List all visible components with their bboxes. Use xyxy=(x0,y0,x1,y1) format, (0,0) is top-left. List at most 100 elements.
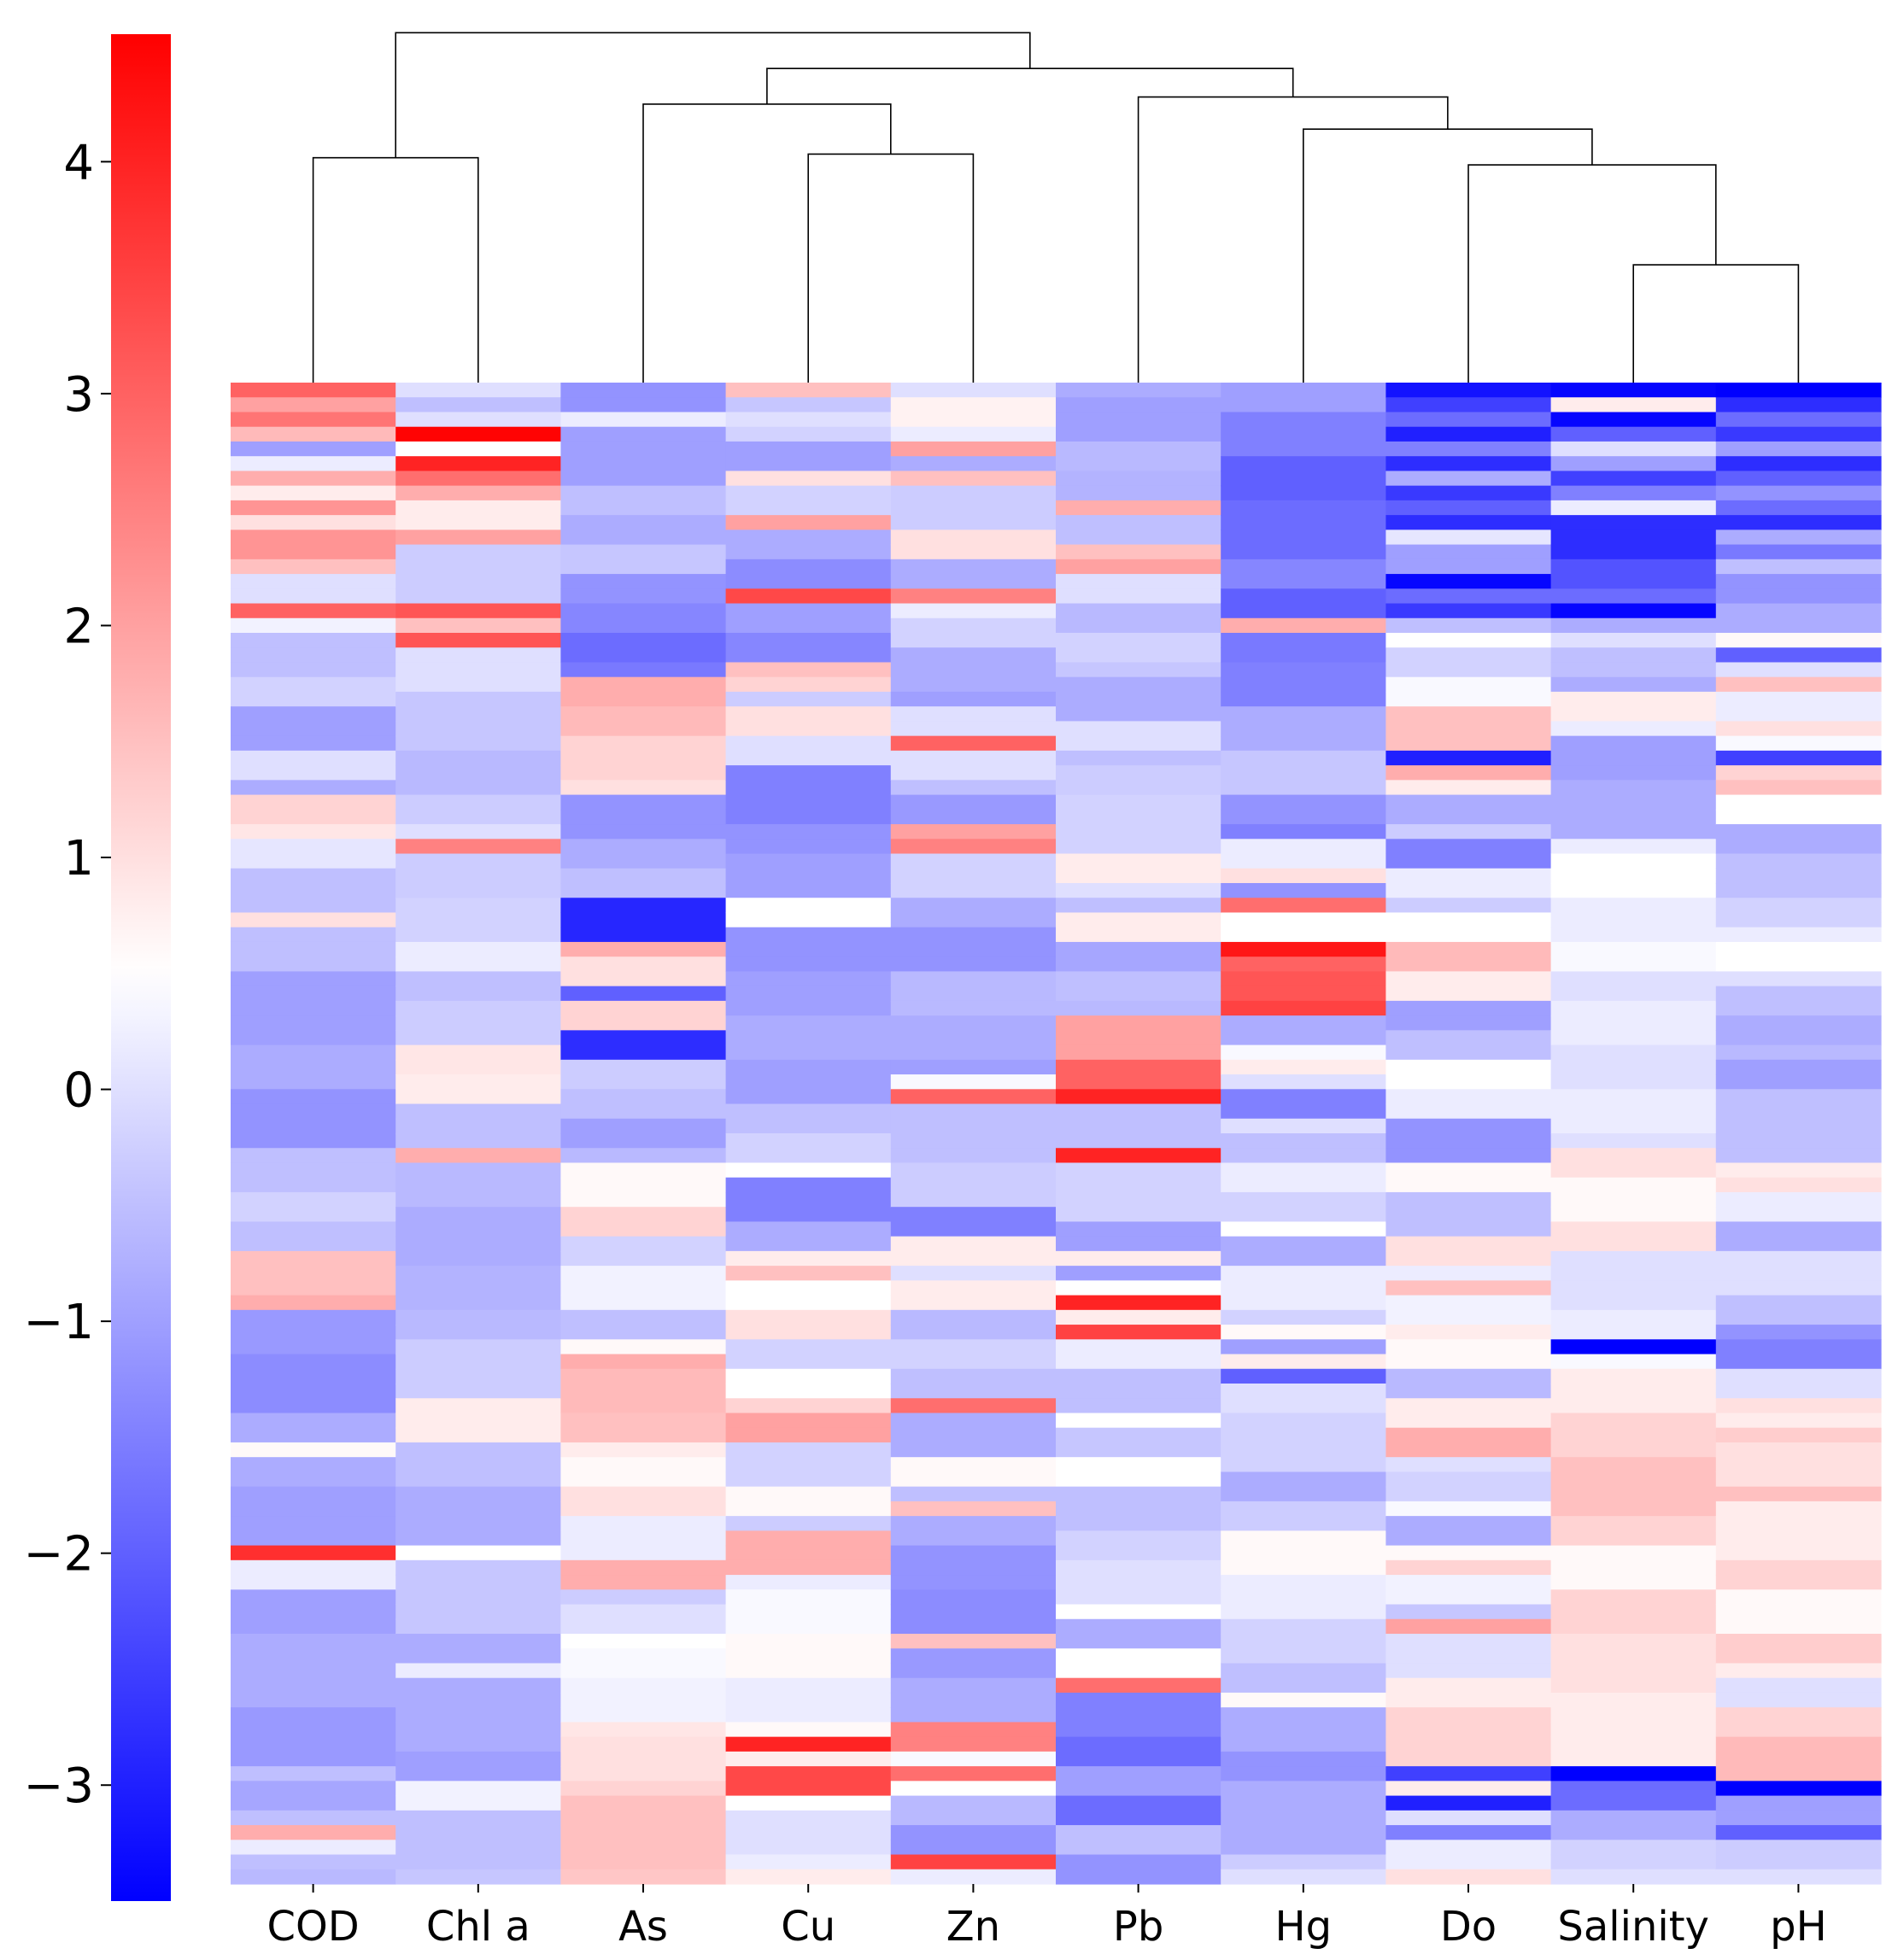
heatmap-cell xyxy=(560,1781,727,1797)
heatmap-cell xyxy=(1385,1516,1552,1531)
heatmap-cell xyxy=(1550,1207,1717,1223)
heatmap-cell xyxy=(725,412,892,428)
heatmap-cell xyxy=(1385,617,1552,634)
heatmap-cell xyxy=(1715,1236,1882,1252)
heatmap-cell xyxy=(1715,927,1882,943)
heatmap-cell xyxy=(1715,1854,1882,1870)
heatmap-cell xyxy=(1385,1250,1552,1267)
heatmap-cell xyxy=(1056,1221,1221,1237)
heatmap-cell xyxy=(1715,617,1882,634)
heatmap-cell xyxy=(231,1663,396,1679)
heatmap-cell xyxy=(395,1295,561,1311)
heatmap-cell xyxy=(1221,676,1386,693)
heatmap-cell xyxy=(560,794,727,810)
heatmap-cell xyxy=(231,1545,396,1561)
heatmap-cell xyxy=(231,1309,396,1325)
colorbar-tick-label: 0 xyxy=(63,1063,94,1119)
heatmap-cell xyxy=(1221,647,1386,664)
heatmap-cell xyxy=(231,1339,396,1355)
heatmap-cell xyxy=(560,1516,727,1531)
heatmap-cell xyxy=(725,1559,892,1576)
heatmap-cell xyxy=(1715,1530,1882,1547)
heatmap-cell xyxy=(231,397,396,413)
heatmap-cell xyxy=(231,1059,396,1075)
heatmap-cell xyxy=(725,1103,892,1120)
heatmap-cell xyxy=(560,941,727,957)
heatmap-cell xyxy=(1056,824,1221,840)
heatmap-cell xyxy=(1715,515,1882,530)
heatmap-cell xyxy=(1221,1781,1386,1797)
heatmap-cell xyxy=(890,868,1057,884)
heatmap-cell xyxy=(1056,1854,1221,1870)
heatmap-cell xyxy=(725,1781,892,1797)
heatmap-cell xyxy=(395,515,561,530)
heatmap-cell xyxy=(890,1191,1057,1208)
heatmap-cell xyxy=(395,1133,561,1149)
heatmap-cell xyxy=(231,853,396,869)
heatmap-cell xyxy=(1550,471,1717,487)
heatmap-cell xyxy=(725,383,892,398)
heatmap-cell xyxy=(890,1354,1057,1370)
heatmap-cell xyxy=(1221,1707,1386,1723)
heatmap-cell xyxy=(1056,1545,1221,1561)
heatmap-cell xyxy=(231,633,396,648)
heatmap-cell xyxy=(890,500,1057,516)
heatmap-cell xyxy=(1221,1810,1386,1826)
heatmap-cell xyxy=(1056,1722,1221,1738)
heatmap-cell xyxy=(1715,456,1882,472)
heatmap-cell xyxy=(1056,1471,1221,1488)
heatmap-cell xyxy=(725,1266,892,1281)
heatmap-cell xyxy=(1056,1280,1221,1296)
heatmap-cell xyxy=(1385,883,1552,898)
heatmap-cell xyxy=(395,617,561,634)
heatmap-cell xyxy=(395,1869,561,1885)
heatmap-cell xyxy=(1056,1044,1221,1061)
heatmap-cell xyxy=(1385,1854,1552,1870)
heatmap-cell xyxy=(1715,794,1882,810)
heatmap-cell xyxy=(1221,662,1386,678)
heatmap-cell xyxy=(231,515,396,530)
dendrogram-link xyxy=(1467,164,1717,383)
heatmap-cell xyxy=(1385,515,1552,530)
heatmap-cell xyxy=(1385,1191,1552,1208)
heatmap-cell xyxy=(890,1766,1057,1782)
heatmap-cell xyxy=(1550,1089,1717,1105)
heatmap-cell xyxy=(1550,1266,1717,1281)
heatmap-cell xyxy=(1056,1530,1221,1547)
heatmap-cell xyxy=(1056,839,1221,855)
heatmap-cell xyxy=(395,559,561,575)
heatmap-cell xyxy=(1550,883,1717,898)
heatmap-cell xyxy=(231,780,396,796)
heatmap-cell xyxy=(1715,529,1882,546)
heatmap-cell xyxy=(231,986,396,1002)
colorbar-tick-label: 4 xyxy=(63,135,94,190)
heatmap-cell xyxy=(1385,839,1552,855)
heatmap-cell xyxy=(725,1162,892,1179)
heatmap-cell xyxy=(231,1413,396,1429)
heatmap-cell xyxy=(395,1545,561,1561)
heatmap-cell xyxy=(1715,883,1882,898)
heatmap-cell xyxy=(1385,1059,1552,1075)
heatmap-cell xyxy=(231,588,396,605)
heatmap-cell xyxy=(231,1442,396,1458)
heatmap-cell xyxy=(560,868,727,884)
heatmap-cell xyxy=(1056,647,1221,664)
heatmap-cell xyxy=(1550,839,1717,855)
heatmap-cell xyxy=(1221,383,1386,398)
heatmap-cell xyxy=(1715,691,1882,707)
heatmap-cell xyxy=(560,1795,727,1811)
heatmap-cell xyxy=(1715,1634,1882,1649)
heatmap-cell xyxy=(395,1736,561,1752)
heatmap-cell xyxy=(1550,441,1717,457)
heatmap-cell xyxy=(725,957,892,973)
heatmap-cell xyxy=(725,1648,892,1665)
heatmap-cell xyxy=(1550,1118,1717,1134)
heatmap-cell xyxy=(890,1413,1057,1429)
heatmap-cell xyxy=(1550,1604,1717,1620)
heatmap-cell xyxy=(1715,1781,1882,1797)
heatmap-cell xyxy=(1056,1869,1221,1885)
heatmap-cell xyxy=(725,853,892,869)
heatmap-cell xyxy=(1550,1766,1717,1782)
heatmap-cell xyxy=(1550,1457,1717,1473)
heatmap-cell xyxy=(890,1427,1057,1443)
